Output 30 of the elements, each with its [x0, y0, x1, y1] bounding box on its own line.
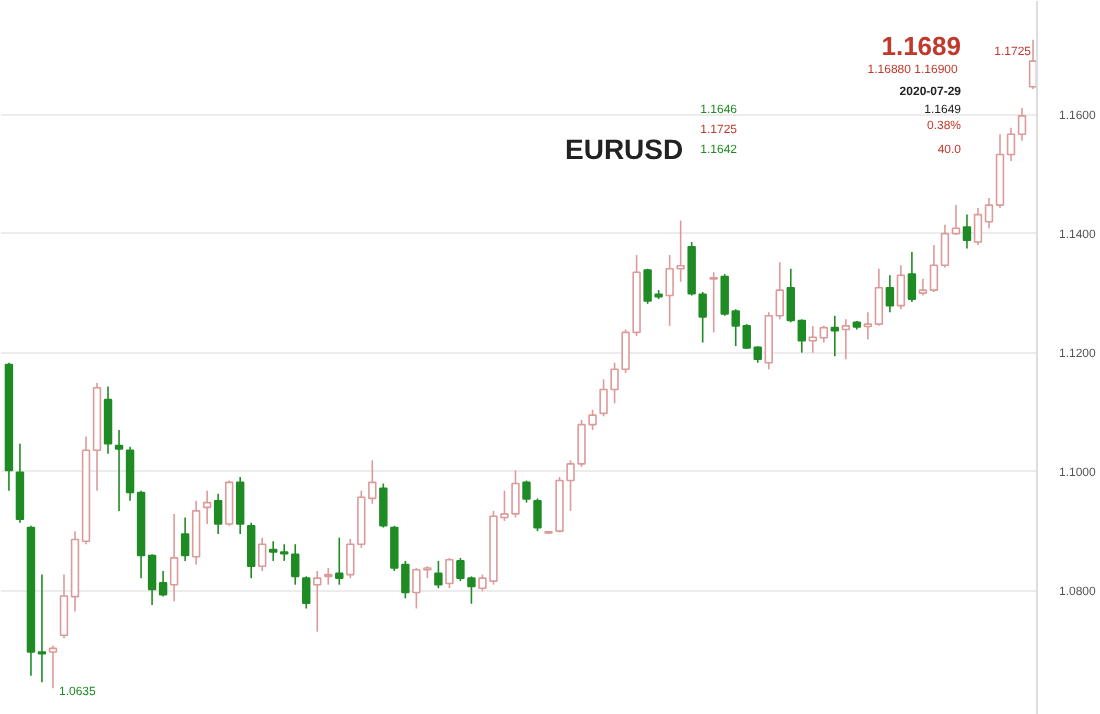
candlestick — [114, 429, 124, 512]
text: EURUSD — [565, 133, 684, 165]
candlestick — [235, 476, 245, 535]
candlestick — [246, 522, 256, 579]
candlestick — [335, 536, 344, 586]
candlestick — [962, 213, 972, 250]
candlestick — [907, 251, 917, 303]
candlestick — [191, 500, 201, 566]
candlestick — [896, 264, 906, 311]
candlestick — [15, 442, 25, 524]
candlestick — [522, 479, 531, 504]
candlestick — [202, 489, 212, 525]
candlestick — [257, 536, 267, 572]
candlestick — [324, 567, 333, 586]
candlestick — [213, 492, 223, 535]
candlestick — [224, 479, 234, 527]
candlestick — [180, 516, 190, 562]
candlestick — [103, 385, 113, 455]
candlestick — [379, 482, 388, 529]
candlestick — [313, 570, 322, 633]
annotation: 1.1689 — [881, 31, 962, 61]
candlestick — [48, 644, 58, 690]
candlestick — [841, 318, 851, 360]
candlestick — [709, 271, 718, 334]
candlestick — [434, 560, 443, 590]
candlestick — [445, 557, 454, 590]
candlestick — [533, 497, 542, 532]
candlestick — [885, 274, 895, 313]
candlestick — [169, 513, 179, 603]
candlestick — [302, 575, 311, 610]
